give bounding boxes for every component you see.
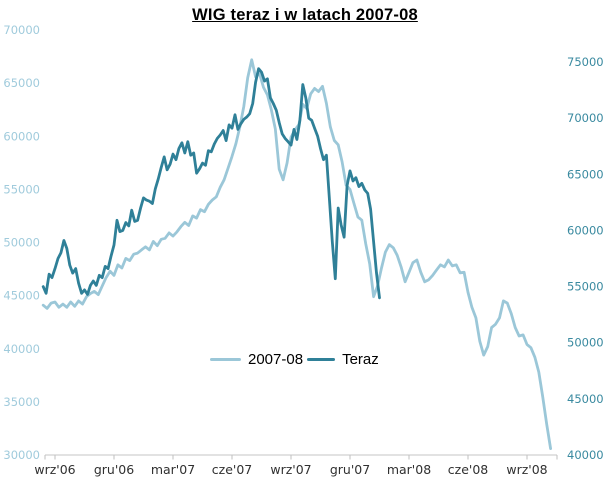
legend-label-teraz: Teraz (342, 351, 379, 368)
y-axis-left-labels: 70000 65000 60000 55000 50000 45000 40000 35000… (3, 23, 40, 462)
x-axis-tick-label: cze'07 (212, 462, 252, 477)
y-axis-left-tick-label: 60000 (3, 129, 40, 143)
y-axis-left-tick-label: 70000 (3, 23, 40, 37)
x-axis-tick-label: gru'06 (94, 462, 134, 477)
legend-item-2007-08: 2007-08 (210, 351, 303, 368)
x-axis-tick-label: wrz'07 (270, 462, 311, 477)
y-axis-right-tick-label: 55000 (567, 280, 604, 294)
series-line-2007-08 (41, 58, 552, 451)
y-axis-left-tick-label: 55000 (3, 182, 40, 196)
x-axis-tick-label: wrz'08 (506, 462, 547, 477)
y-axis-right-tick-label: 75000 (567, 55, 604, 69)
x-axis-tick-label: mar'08 (387, 462, 431, 477)
x-axis-tick-label: mar'07 (151, 462, 195, 477)
chart-legend: 2007-08 Teraz (210, 351, 379, 368)
chart-title: WIG teraz i w latach 2007-08 (192, 6, 418, 24)
y-axis-right-tick-label: 50000 (567, 336, 604, 350)
legend-swatch-teraz (307, 357, 336, 362)
x-axis-tick-label: cze'08 (448, 462, 489, 477)
y-axis-right-tick-label: 45000 (567, 392, 604, 406)
series-line-teraz (41, 67, 381, 300)
legend-label-2007-08: 2007-08 (248, 351, 304, 368)
y-axis-right-tick-label: 65000 (567, 167, 604, 181)
y-axis-left-tick-label: 35000 (3, 395, 40, 409)
y-axis-right-tick-label: 60000 (567, 223, 604, 237)
x-axis-tick-label: gru'07 (330, 462, 370, 477)
y-axis-left-tick-label: 45000 (3, 289, 40, 303)
y-axis-left-tick-label: 50000 (3, 236, 40, 250)
y-axis-left-tick-label: 30000 (3, 448, 40, 462)
y-axis-right-tick-label: 40000 (567, 448, 604, 462)
y-axis-right-tick-label: 70000 (567, 111, 604, 125)
x-axis-tick-label: wrz'06 (34, 462, 75, 477)
legend-swatch-2007-08 (210, 357, 241, 362)
x-axis: wrz'06 gru'06 mar'07 cze'07 wrz'07 gru'07 mar'… (34, 454, 558, 477)
y-axis-left-tick-label: 40000 (3, 342, 40, 356)
legend-item-teraz: Teraz (307, 351, 379, 368)
y-axis-left-tick-label: 65000 (3, 76, 40, 90)
y-axis-right-labels: 75000 70000 65000 60000 55000 50000 45000 40000 (567, 55, 604, 462)
